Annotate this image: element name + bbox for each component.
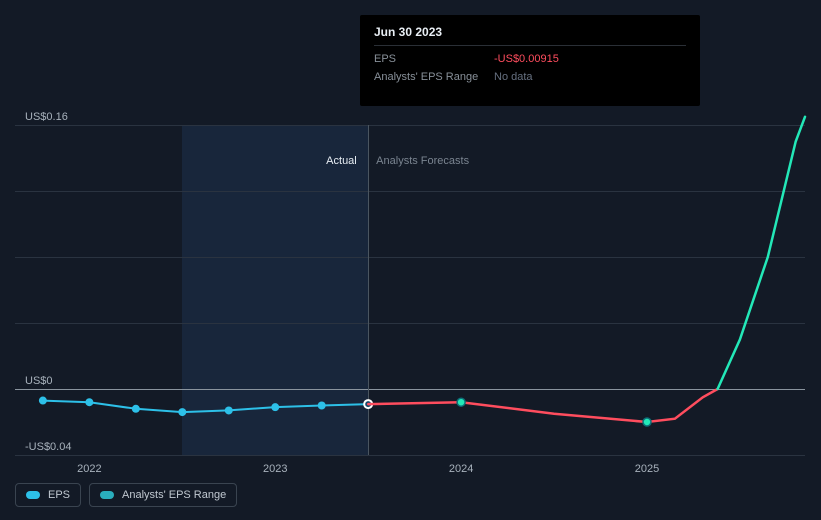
legend-label-range: Analysts' EPS Range xyxy=(122,489,226,501)
x-axis-label: 2025 xyxy=(635,463,659,475)
tooltip-key: Analysts' EPS Range xyxy=(374,68,494,86)
tooltip-divider xyxy=(374,45,686,46)
tooltip-row: EPS-US$0.00915 xyxy=(374,50,686,68)
tooltip-key: EPS xyxy=(374,50,494,68)
legend-item-range[interactable]: Analysts' EPS Range xyxy=(89,483,237,507)
y-axis-label: US$0.16 xyxy=(25,111,68,123)
gridline xyxy=(15,455,805,456)
chart-tooltip: Jun 30 2023 EPS-US$0.00915Analysts' EPS … xyxy=(360,15,700,106)
plot-area[interactable]: US$0.16US$0-US$0.04 2022202320242025 xyxy=(15,125,805,455)
eps-chart: Jun 30 2023 EPS-US$0.00915Analysts' EPS … xyxy=(15,15,805,475)
legend-label-eps: EPS xyxy=(48,489,70,501)
legend-swatch-eps xyxy=(26,491,40,499)
actual-section-label: Actual xyxy=(326,155,357,167)
legend-swatch-range xyxy=(100,491,114,499)
x-axis-label: 2023 xyxy=(263,463,287,475)
legend-item-eps[interactable]: EPS xyxy=(15,483,81,507)
forecast-section-label: Analysts Forecasts xyxy=(376,155,469,167)
tooltip-date: Jun 30 2023 xyxy=(374,25,686,39)
x-axis-label: 2024 xyxy=(449,463,473,475)
tooltip-value: -US$0.00915 xyxy=(494,50,559,68)
tooltip-value: No data xyxy=(494,68,533,86)
x-axis-label: 2022 xyxy=(77,463,101,475)
chart-lines xyxy=(15,125,805,455)
chart-legend: EPS Analysts' EPS Range xyxy=(15,483,237,507)
tooltip-row: Analysts' EPS RangeNo data xyxy=(374,68,686,86)
